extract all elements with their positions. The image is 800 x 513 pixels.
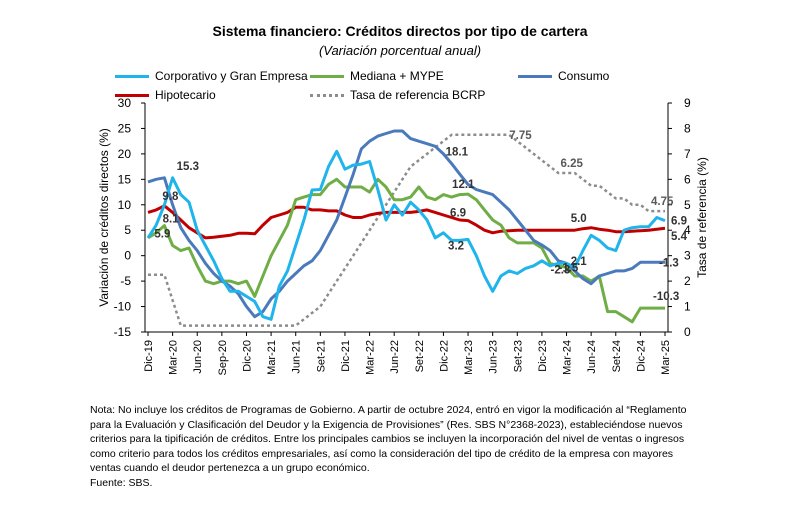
source-note: Fuente: SBS. — [90, 476, 153, 489]
data-label: 12.1 — [452, 179, 475, 191]
footnote-line: como criterio para todos los créditos em… — [90, 447, 674, 460]
line-chart: -15 -10 -5 0 5 10 15 20 25 30 0 1 2 3 4 5 6 7 8 9 Dic-19 Mar-… — [97, 96, 709, 375]
x-tick-label: Jun-22 — [389, 340, 401, 374]
data-label: 5.4 — [671, 231, 688, 243]
y-tick-label-left: 10 — [118, 198, 132, 212]
x-tick-label: Mar-22 — [365, 340, 377, 375]
data-label: 18.1 — [446, 147, 469, 159]
legend-label-corporativo: Corporativo y Gran Empresa — [155, 69, 308, 83]
data-label: 4.75 — [651, 196, 674, 208]
y-tick-label-left: 5 — [124, 223, 131, 237]
y-tick-label-right: 2 — [684, 274, 691, 288]
x-tick-label: Jun-23 — [488, 340, 500, 374]
data-label: -2.3 — [551, 264, 571, 276]
footnote: Nota: No incluye los créditos de Program… — [90, 403, 730, 491]
footnote-line: para la Evaluación y Clasificación del D… — [90, 418, 683, 431]
y-tick-label-right: 4 — [684, 223, 691, 237]
legend-swatch-consumo — [518, 74, 552, 78]
y-tick-label-right: 5 — [684, 198, 691, 212]
y-tick-label-right: 1 — [684, 300, 691, 314]
series-line-0 — [146, 149, 666, 321]
legend-item-hipotecario: Hipotecario — [115, 88, 216, 102]
legend-swatch-tasa — [310, 93, 344, 97]
y-tick-label-right: 7 — [684, 147, 691, 161]
footnote-line: Nota: No incluye los créditos de Program… — [90, 404, 687, 416]
legend-label-tasa: Tasa de referencia BCRP — [350, 88, 486, 102]
x-tick-label: Set-22 — [414, 340, 426, 372]
x-tick-label: Jun-24 — [586, 340, 598, 374]
y-axis-title-left: Variación de créditos directos (%) — [97, 128, 111, 307]
y-tick-label-left: -5 — [120, 274, 131, 288]
legend-swatch-mediana — [310, 74, 344, 78]
series-line-1 — [147, 177, 665, 324]
x-tick-label: Dic-22 — [438, 340, 450, 372]
legend-label-consumo: Consumo — [558, 69, 610, 83]
legend-item-tasa: Tasa de referencia BCRP — [310, 88, 485, 102]
x-tick-label: Dic-19 — [143, 340, 155, 372]
data-label: 6.9 — [671, 216, 687, 228]
x-tick-label: Mar-24 — [562, 340, 574, 375]
data-label: 3.2 — [448, 240, 464, 252]
y-tick-label-left: 20 — [118, 147, 132, 161]
data-label: 6.9 — [450, 208, 466, 220]
chart-subtitle: (Variación porcentual anual) — [318, 43, 482, 58]
legend-label-hipotecario: Hipotecario — [155, 88, 216, 102]
y-tick-label-right: 3 — [684, 249, 691, 263]
footnote-line: criterios para la tipificación de crédit… — [90, 433, 685, 446]
y-axis-title-right: Tasa de referencia (%) — [695, 157, 709, 278]
y-tick-label-right: 9 — [684, 96, 691, 110]
data-label: -10.3 — [653, 291, 679, 303]
x-tick-label: Dic-21 — [340, 340, 352, 372]
x-tick-label: Jun-21 — [291, 340, 303, 374]
data-label: 8.1 — [163, 213, 180, 225]
data-label: 5.0 — [571, 213, 587, 225]
x-tick-label: Set-23 — [512, 340, 524, 372]
x-tick-label: Jun-20 — [192, 340, 204, 374]
chart-title: Sistema financiero: Créditos directos po… — [212, 23, 588, 39]
data-label: 5.9 — [154, 229, 170, 241]
legend-swatch-corporativo — [115, 74, 149, 78]
x-tick-label: Dic-20 — [241, 340, 253, 372]
y-tick-label-left: 30 — [118, 96, 132, 110]
x-tick-label: Mar-21 — [266, 340, 278, 375]
y-tick-label-left: -15 — [114, 325, 132, 339]
series-line-2 — [147, 129, 665, 319]
x-tick-label: Dic-23 — [537, 340, 549, 372]
x-tick-label: Mar-23 — [463, 340, 475, 375]
x-tick-label: Sep-20 — [217, 340, 229, 375]
data-label: -1.3 — [659, 257, 679, 269]
series-line-4 — [148, 133, 665, 327]
series-line-3 — [147, 204, 666, 240]
data-label: 7.75 — [509, 130, 532, 142]
data-label: -1.5 — [559, 262, 579, 274]
x-tick-label: Set-24 — [611, 340, 623, 372]
y-tick-label-left: -10 — [114, 300, 132, 314]
legend-item-consumo: Consumo — [518, 69, 609, 83]
legend-swatch-hipotecario — [115, 93, 149, 97]
x-tick-label: Dic-24 — [635, 340, 647, 372]
y-tick-label-right: 8 — [684, 121, 691, 135]
data-label: 6.25 — [561, 158, 584, 170]
footnote-line: ventas cuando el deudor pertenezca a un … — [90, 462, 370, 475]
legend-label-mediana: Mediana + MYPE — [350, 69, 444, 83]
legend-item-corporativo: Corporativo y Gran Empresa — [115, 69, 308, 83]
x-tick-label: Mar-25 — [660, 340, 672, 375]
data-label: 2.1 — [571, 256, 588, 268]
y-tick-label-right: 6 — [684, 172, 691, 186]
y-tick-label-left: 15 — [118, 172, 132, 186]
x-tick-label: Mar-20 — [168, 340, 180, 375]
data-label: 15.3 — [177, 161, 199, 173]
y-tick-label-left: 0 — [124, 249, 131, 263]
legend-item-mediana: Mediana + MYPE — [310, 69, 444, 83]
y-tick-label-right: 0 — [684, 325, 691, 339]
data-label: 9.8 — [162, 191, 179, 203]
y-tick-label-left: 25 — [118, 121, 132, 135]
x-tick-label: Set-21 — [315, 340, 327, 372]
